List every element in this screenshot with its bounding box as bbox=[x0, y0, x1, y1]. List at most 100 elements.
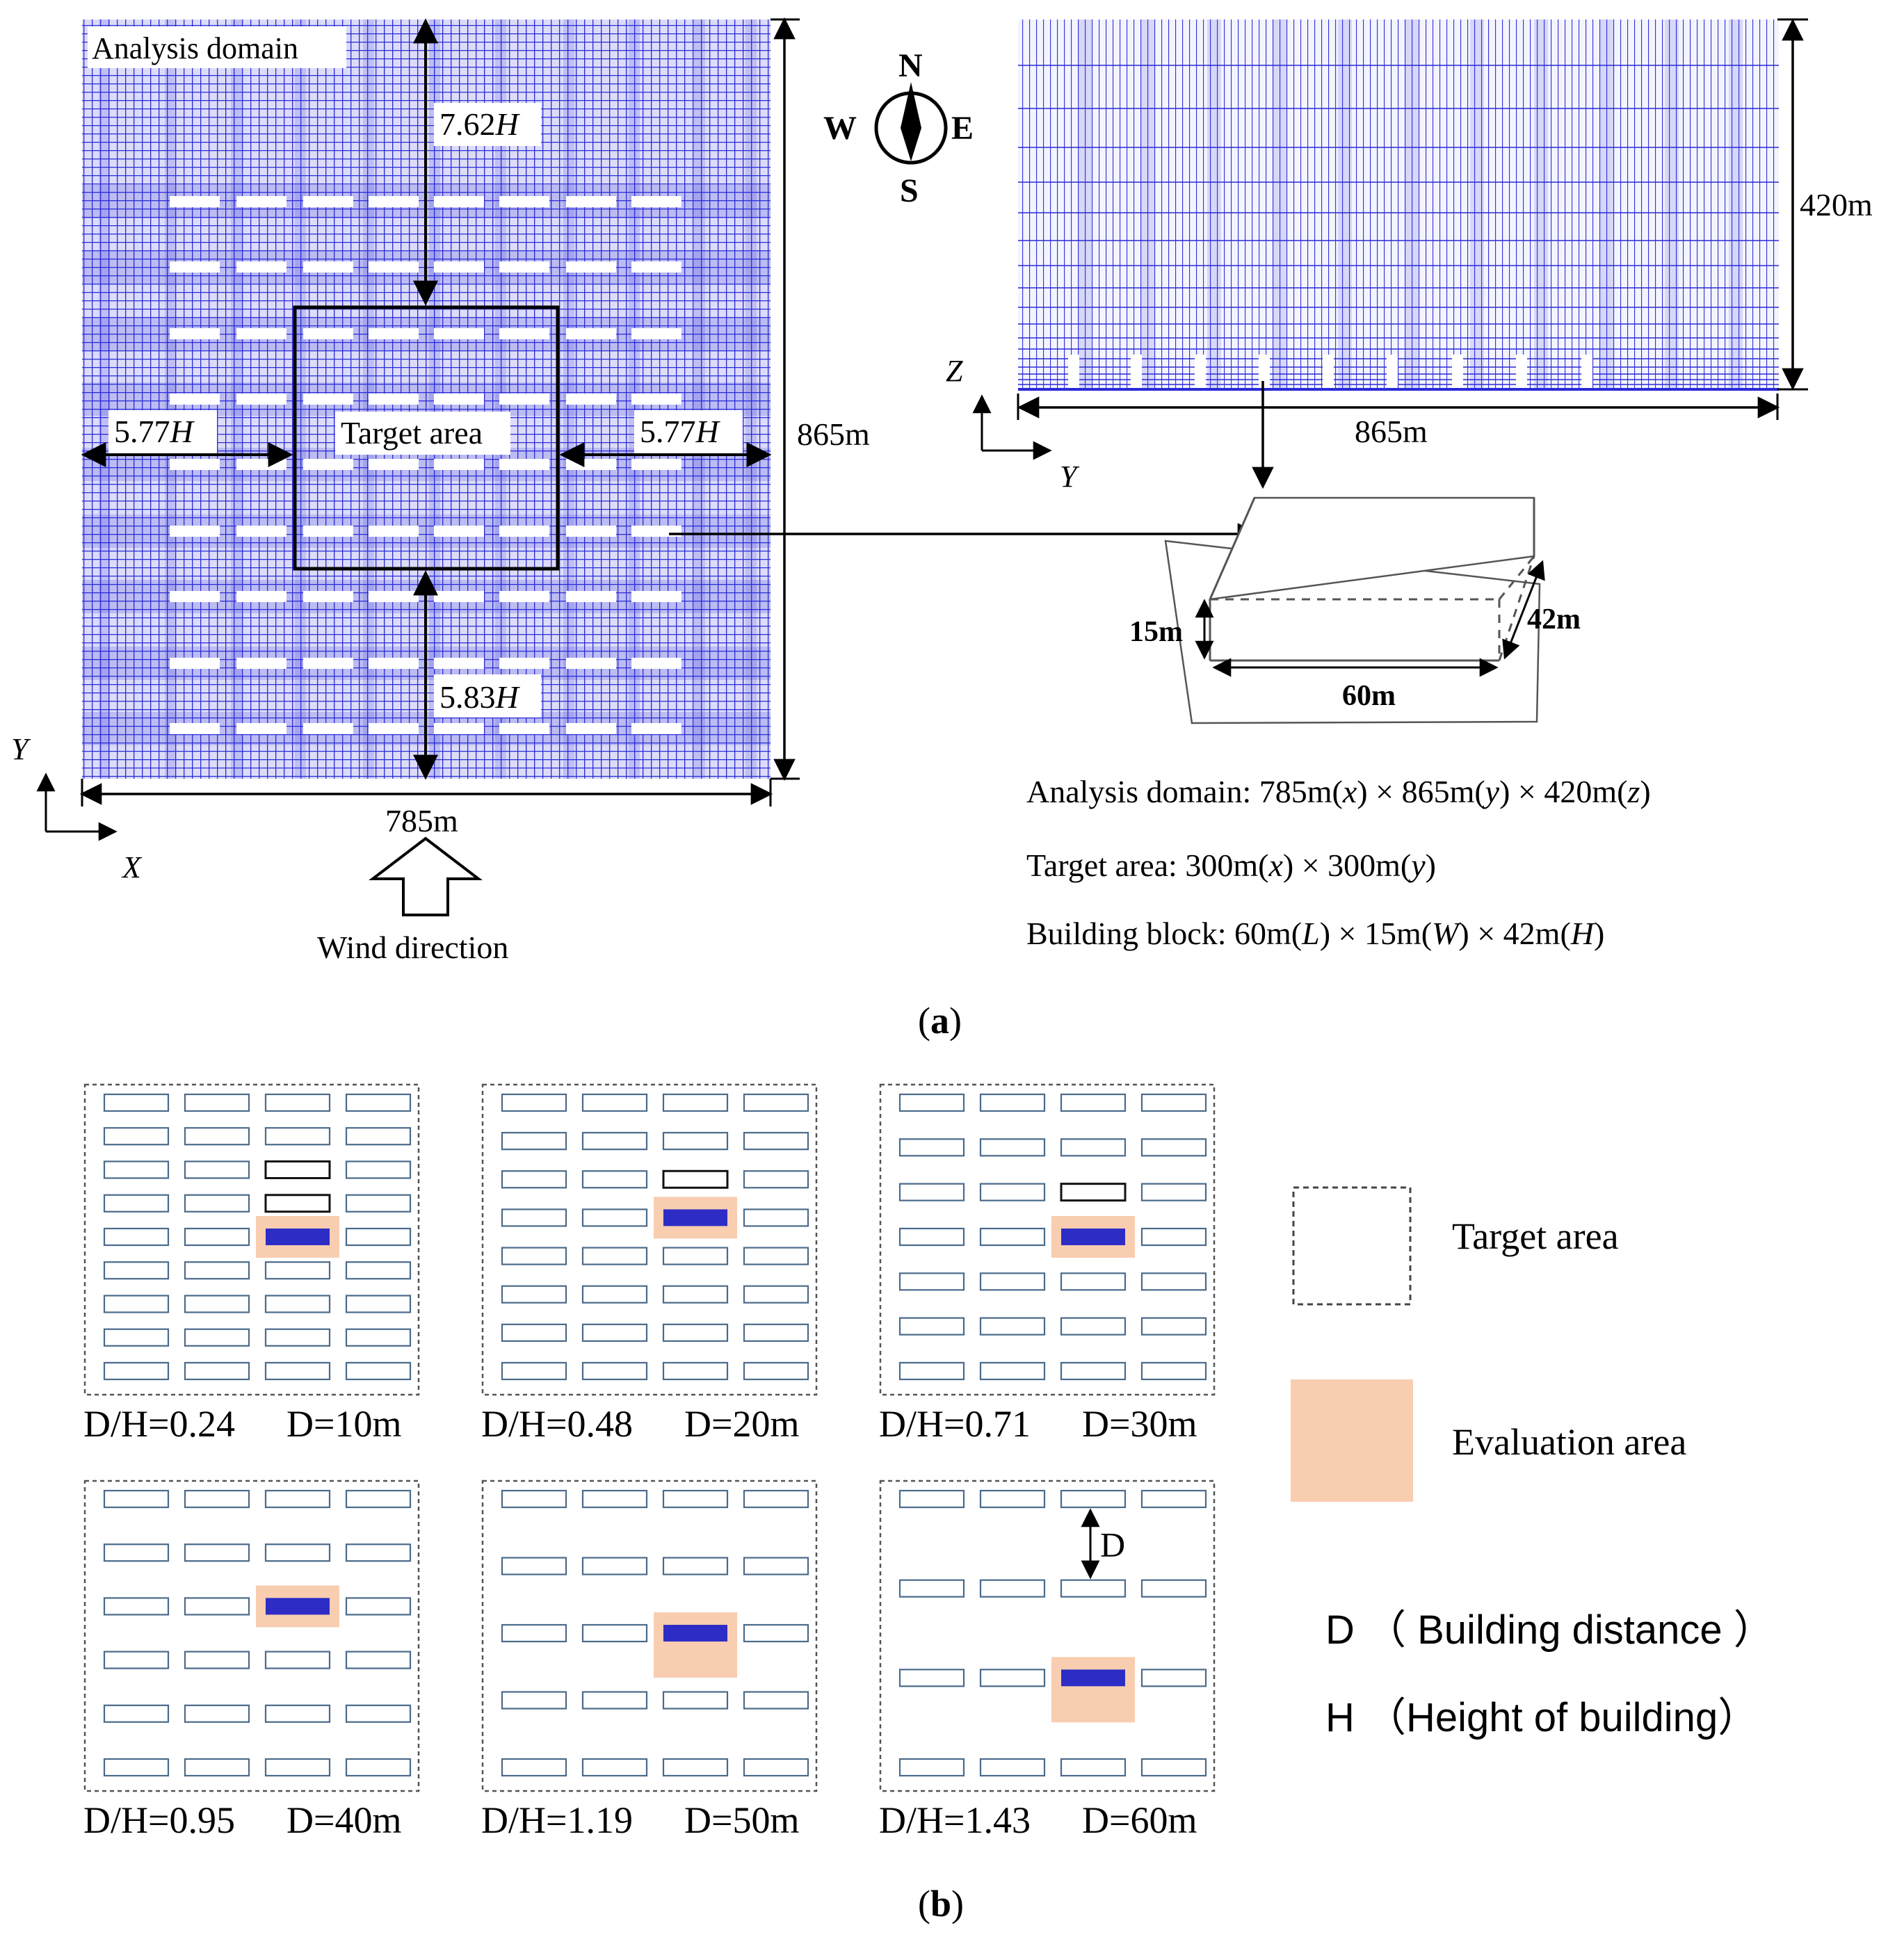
case-building bbox=[743, 1093, 809, 1112]
plan-block bbox=[170, 658, 220, 669]
case-distance-label: D=60m bbox=[1082, 1799, 1197, 1841]
case-building bbox=[501, 1323, 567, 1342]
case-building bbox=[1060, 1272, 1127, 1291]
evaluated-building bbox=[1061, 1669, 1125, 1687]
case-building bbox=[345, 1295, 412, 1313]
case-building bbox=[581, 1208, 648, 1227]
section-mesh-band bbox=[1534, 19, 1548, 389]
block-hidden-edge-4 bbox=[1498, 556, 1535, 600]
plan-block bbox=[566, 658, 616, 669]
plan-block bbox=[170, 459, 220, 470]
case-building bbox=[264, 1651, 331, 1669]
section-mesh-lines bbox=[1018, 19, 1779, 389]
plan-block bbox=[236, 394, 287, 405]
case-building bbox=[662, 1169, 729, 1189]
plan-block bbox=[303, 328, 353, 339]
plan-block bbox=[499, 196, 549, 207]
case-building bbox=[898, 1227, 965, 1247]
case-building bbox=[979, 1669, 1046, 1687]
section-block bbox=[1131, 355, 1142, 389]
case-building bbox=[898, 1489, 965, 1509]
plan-building-blocks bbox=[170, 196, 681, 734]
case-building bbox=[581, 1285, 648, 1304]
case-building bbox=[1140, 1138, 1207, 1157]
case-building bbox=[979, 1093, 1046, 1112]
spec-building-block: Building block: 60m(L) × 15m(W) × 42m(H) bbox=[1026, 916, 1604, 951]
case-building bbox=[1140, 1272, 1207, 1291]
dim-bottom-label: 5.83H bbox=[439, 679, 521, 715]
case-building bbox=[184, 1651, 250, 1669]
case-building bbox=[184, 1160, 250, 1179]
case-building bbox=[501, 1623, 567, 1643]
plan-block bbox=[369, 526, 419, 537]
case-diagram: D/H=0.71 D=30m bbox=[879, 1083, 1216, 1445]
evaluation-area bbox=[654, 1612, 737, 1678]
case-building bbox=[979, 1227, 1046, 1247]
case-building bbox=[898, 1758, 965, 1777]
compass-icon: N S W E bbox=[823, 47, 974, 209]
dim-right-bg bbox=[634, 410, 743, 453]
plan-block bbox=[170, 723, 220, 734]
block-top-face bbox=[1208, 496, 1535, 601]
case-ratio-label: D/H=0.24 bbox=[83, 1403, 235, 1445]
case-building bbox=[103, 1489, 170, 1509]
case-building bbox=[743, 1208, 809, 1227]
plan-block bbox=[369, 658, 419, 669]
section-mesh-band bbox=[1273, 19, 1286, 389]
section-axis-y-label: Y bbox=[1060, 460, 1080, 494]
dim-top-label: 7.62H bbox=[439, 106, 521, 142]
case-building bbox=[898, 1361, 965, 1381]
section-mesh-band bbox=[1665, 19, 1679, 389]
case-building bbox=[581, 1758, 648, 1777]
plan-block bbox=[170, 526, 220, 537]
case-grid: D/H=0.24 D=10m D/H=0.48 D=20m D/H=0.71 D=30mD… bbox=[83, 1083, 1216, 1841]
case-building bbox=[184, 1758, 250, 1777]
case-building bbox=[264, 1489, 331, 1509]
evaluated-building bbox=[266, 1229, 330, 1245]
case-building bbox=[103, 1651, 170, 1669]
case-building bbox=[184, 1543, 250, 1562]
section-height-label: 420m bbox=[1800, 187, 1873, 222]
case-building bbox=[184, 1261, 250, 1280]
case-building bbox=[501, 1758, 567, 1777]
case-building bbox=[743, 1361, 809, 1381]
case-building bbox=[103, 1261, 170, 1280]
plan-block bbox=[499, 394, 549, 405]
case-building bbox=[264, 1328, 331, 1347]
plan-block bbox=[566, 196, 616, 207]
case-building bbox=[743, 1132, 809, 1151]
evaluated-building bbox=[266, 1598, 330, 1615]
legend-evaluation-swatch bbox=[1291, 1379, 1413, 1502]
case-building bbox=[743, 1557, 809, 1575]
plan-block bbox=[369, 196, 419, 207]
plan-block bbox=[303, 261, 353, 273]
case-building bbox=[662, 1691, 729, 1710]
case-ratio-label: D/H=0.71 bbox=[879, 1403, 1031, 1445]
mesh-column-band bbox=[745, 19, 757, 779]
case-building bbox=[581, 1691, 648, 1710]
building-distance-label: D bbox=[1100, 1525, 1125, 1564]
case-diagram: D/H=0.48 D=20m bbox=[481, 1083, 818, 1445]
case-building bbox=[264, 1261, 331, 1280]
case-building bbox=[662, 1557, 729, 1575]
case-building bbox=[1060, 1138, 1127, 1157]
case-building bbox=[743, 1691, 809, 1710]
case-building bbox=[1140, 1183, 1207, 1201]
case-building bbox=[501, 1247, 567, 1265]
case-building bbox=[898, 1579, 965, 1598]
evaluated-building bbox=[663, 1209, 727, 1226]
case-building bbox=[898, 1138, 965, 1157]
case-distance-label: D=30m bbox=[1082, 1403, 1197, 1445]
case-target-area bbox=[83, 1480, 420, 1792]
case-building bbox=[501, 1170, 567, 1189]
case-building bbox=[264, 1127, 331, 1146]
case-building bbox=[345, 1361, 412, 1381]
plan-block bbox=[236, 658, 287, 669]
dim-left-label: 5.77H bbox=[114, 414, 195, 449]
compass-s: S bbox=[900, 172, 919, 209]
plan-block bbox=[236, 723, 287, 734]
section-mesh-band bbox=[1140, 19, 1154, 389]
plan-axis-x-label: X bbox=[121, 850, 143, 884]
section-axis-z-label: Z bbox=[946, 354, 963, 388]
dim-top-bg bbox=[434, 103, 541, 146]
